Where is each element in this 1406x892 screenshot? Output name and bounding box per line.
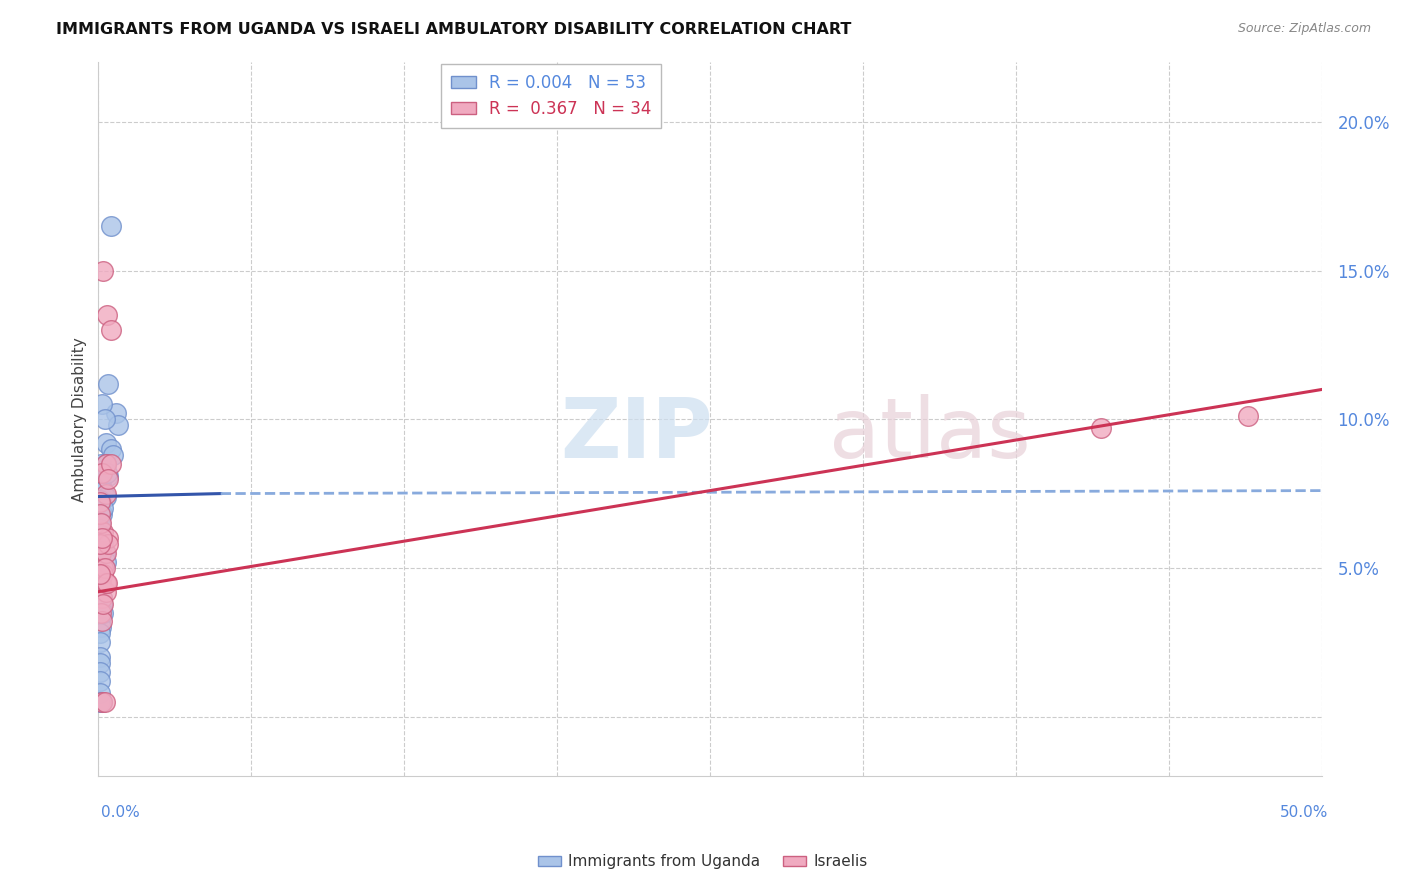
Point — [90, 606, 112, 620]
Point — [97, 531, 120, 545]
Point — [91, 695, 114, 709]
Point — [91, 525, 114, 540]
Point — [89, 516, 111, 531]
Point — [91, 561, 114, 575]
Text: IMMIGRANTS FROM UGANDA VS ISRAELI AMBULATORY DISABILITY CORRELATION CHART: IMMIGRANTS FROM UGANDA VS ISRAELI AMBULA… — [56, 22, 852, 37]
Point — [93, 546, 115, 560]
Point — [89, 695, 111, 709]
Point — [90, 504, 112, 518]
Point — [91, 606, 114, 620]
Point — [90, 561, 112, 575]
Point — [100, 457, 122, 471]
Point — [90, 495, 112, 509]
Point — [91, 508, 114, 522]
Point — [91, 566, 114, 581]
Point — [90, 575, 112, 590]
Point — [91, 597, 114, 611]
Point — [89, 635, 111, 649]
Point — [107, 418, 129, 433]
Text: 0.0%: 0.0% — [101, 805, 141, 820]
Legend: R = 0.004   N = 53, R =  0.367   N = 34: R = 0.004 N = 53, R = 0.367 N = 34 — [440, 63, 661, 128]
Point — [89, 686, 111, 700]
Point — [93, 561, 115, 575]
Point — [90, 516, 112, 531]
Point — [89, 626, 111, 640]
Point — [93, 412, 115, 426]
Point — [90, 620, 112, 634]
Point — [94, 555, 117, 569]
Point — [90, 477, 112, 491]
Point — [91, 531, 114, 545]
Point — [91, 466, 114, 480]
Point — [91, 597, 114, 611]
Point — [90, 582, 112, 596]
Point — [104, 406, 127, 420]
Point — [89, 501, 111, 516]
Point — [91, 531, 114, 545]
Point — [89, 522, 111, 536]
Text: 50.0%: 50.0% — [1281, 805, 1329, 820]
Point — [89, 673, 111, 688]
Y-axis label: Ambulatory Disability: Ambulatory Disability — [72, 337, 87, 501]
Point — [90, 457, 112, 471]
Point — [89, 508, 111, 522]
Text: atlas: atlas — [830, 393, 1031, 475]
Point — [89, 606, 111, 620]
Point — [89, 486, 111, 500]
Point — [89, 537, 111, 551]
Point — [100, 442, 122, 456]
Point — [97, 472, 120, 486]
Point — [91, 615, 114, 629]
Point — [91, 537, 114, 551]
Point — [94, 575, 117, 590]
Point — [91, 501, 114, 516]
Point — [89, 575, 111, 590]
Point — [91, 591, 114, 605]
Point — [94, 584, 117, 599]
Point — [97, 468, 120, 483]
Point — [97, 537, 120, 551]
Point — [89, 615, 111, 629]
Point — [96, 575, 118, 590]
Point — [91, 397, 114, 411]
Point — [101, 448, 124, 462]
Point — [89, 555, 111, 569]
Point — [91, 591, 114, 605]
Point — [96, 466, 118, 480]
Point — [91, 463, 114, 477]
Point — [96, 308, 118, 322]
Point — [90, 528, 112, 542]
Point — [1090, 421, 1112, 435]
Point — [100, 219, 122, 233]
Point — [89, 566, 111, 581]
Point — [89, 546, 111, 560]
Point — [89, 499, 111, 513]
Point — [89, 665, 111, 679]
Point — [94, 490, 117, 504]
Point — [94, 436, 117, 450]
Text: ZIP: ZIP — [561, 393, 713, 475]
Text: Source: ZipAtlas.com: Source: ZipAtlas.com — [1237, 22, 1371, 36]
Point — [91, 483, 114, 498]
Point — [97, 376, 120, 391]
Point — [89, 566, 111, 581]
Point — [94, 546, 117, 560]
Point — [89, 492, 111, 507]
Point — [94, 457, 117, 471]
Point — [94, 457, 117, 471]
Point — [93, 695, 115, 709]
Point — [94, 486, 117, 500]
Point — [90, 546, 112, 560]
Point — [91, 695, 114, 709]
Point — [89, 650, 111, 665]
Point — [89, 656, 111, 670]
Point — [100, 323, 122, 337]
Point — [91, 263, 114, 277]
Legend: Immigrants from Uganda, Israelis: Immigrants from Uganda, Israelis — [531, 848, 875, 875]
Point — [1237, 409, 1260, 424]
Point — [89, 495, 111, 509]
